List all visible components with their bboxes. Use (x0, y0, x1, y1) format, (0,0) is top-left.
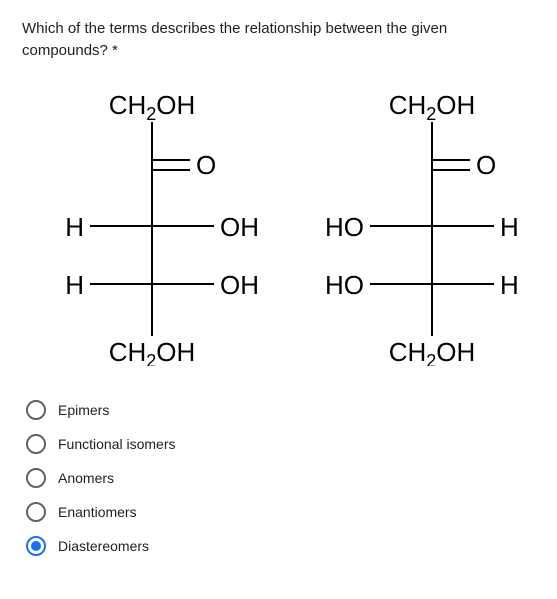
svg-text:H: H (65, 270, 84, 300)
option-anomers[interactable]: Anomers (26, 468, 535, 488)
option-label: Epimers (58, 402, 109, 418)
svg-text:CH2OH: CH2OH (389, 337, 476, 366)
compound-a: CH2OH O H OH H OH CH2OH (42, 86, 262, 366)
compound-b: CH2OH O HO H HO H CH2OH (322, 86, 542, 366)
option-enantiomers[interactable]: Enantiomers (26, 502, 535, 522)
radio-icon (26, 468, 46, 488)
option-diastereomers[interactable]: Diastereomers (26, 536, 535, 556)
option-epimers[interactable]: Epimers (26, 400, 535, 420)
options-list: Epimers Functional isomers Anomers Enant… (22, 400, 535, 556)
radio-icon (26, 434, 46, 454)
radio-icon (26, 536, 46, 556)
svg-text:OH: OH (220, 270, 259, 300)
svg-text:H: H (500, 212, 519, 242)
svg-text:HO: HO (325, 212, 364, 242)
option-functional-isomers[interactable]: Functional isomers (26, 434, 535, 454)
svg-text:H: H (65, 212, 84, 242)
svg-text:O: O (476, 150, 496, 180)
svg-text:OH: OH (220, 212, 259, 242)
option-label: Functional isomers (58, 436, 176, 452)
svg-text:O: O (196, 150, 216, 180)
structures-container: CH2OH O H OH H OH CH2OH CH2OH (22, 86, 535, 366)
radio-icon (26, 400, 46, 420)
svg-text:HO: HO (325, 270, 364, 300)
option-label: Diastereomers (58, 538, 149, 554)
option-label: Anomers (58, 470, 114, 486)
svg-text:CH2OH: CH2OH (109, 337, 196, 366)
svg-text:CH2OH: CH2OH (389, 90, 476, 124)
svg-text:CH2OH: CH2OH (109, 90, 196, 124)
option-label: Enantiomers (58, 504, 137, 520)
svg-text:H: H (500, 270, 519, 300)
radio-icon (26, 502, 46, 522)
question-text: Which of the terms describes the relatio… (22, 18, 535, 62)
